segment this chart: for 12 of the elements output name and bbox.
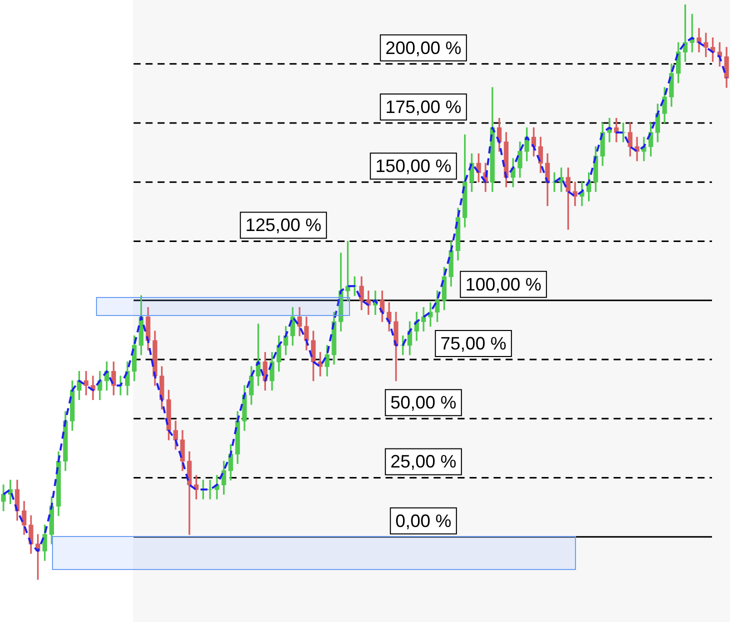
ref-line-label: 175,00 %: [385, 96, 462, 117]
ref-line-label: 25,00 %: [390, 452, 456, 472]
ref-line-label: 200,00 %: [385, 38, 462, 58]
candlestick: [208, 480, 212, 500]
ref-line-label: 150,00 %: [375, 156, 452, 176]
ref-line-label: 100,00 %: [465, 274, 542, 294]
ref-line-label: 125,00 %: [245, 215, 322, 236]
candlestick: [572, 182, 578, 206]
ref-line-label: 75,00 %: [440, 333, 506, 354]
candlestick: [421, 307, 426, 332]
ref-line-label: 50,00 %: [390, 392, 456, 413]
ref-line-label: 0,00 %: [395, 510, 452, 531]
